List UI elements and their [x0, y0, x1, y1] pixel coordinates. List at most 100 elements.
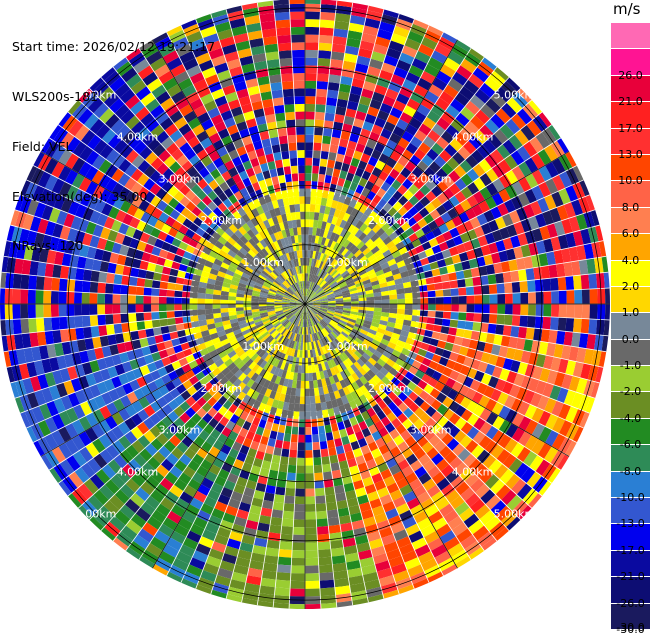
velocity-gate — [451, 296, 459, 304]
velocity-gate — [294, 512, 305, 520]
velocity-gate — [558, 317, 567, 331]
velocity-gate — [291, 434, 299, 442]
velocity-gate — [143, 304, 151, 312]
velocity-gate — [0, 288, 5, 304]
velocity-gate — [182, 304, 190, 310]
velocity-gate — [313, 143, 322, 151]
velocity-gate — [305, 104, 315, 112]
velocity-gate — [316, 81, 328, 90]
velocity-gate — [305, 342, 307, 350]
velocity-gate — [588, 319, 597, 335]
velocity-gate — [310, 204, 316, 212]
velocity-gate — [367, 300, 375, 304]
velocity-gate — [343, 304, 351, 306]
velocity-gate — [190, 310, 198, 316]
velocity-gate — [296, 473, 305, 481]
velocity-gate — [443, 311, 451, 319]
velocity-gate — [91, 270, 100, 282]
velocity-gate — [465, 321, 474, 331]
velocity-gate — [312, 434, 320, 442]
velocity-gate — [279, 136, 289, 145]
velocity-gate — [305, 604, 321, 609]
velocity-gate — [295, 489, 305, 497]
velocity-gate — [329, 67, 342, 76]
velocity-gate — [550, 317, 559, 331]
velocity-gate — [528, 292, 536, 304]
velocity-gate — [495, 273, 504, 284]
velocity-gate — [51, 291, 59, 304]
velocity-gate — [293, 81, 305, 89]
velocity-gate — [305, 565, 319, 573]
velocity-gate — [302, 250, 305, 258]
velocity-gate — [582, 289, 590, 304]
velocity-gate — [329, 532, 342, 541]
velocity-gate — [542, 316, 551, 329]
velocity-gate — [382, 300, 390, 304]
velocity-gate — [283, 503, 294, 512]
velocity-gate — [305, 535, 317, 543]
velocity-gate — [129, 276, 138, 286]
velocity-gate — [220, 304, 228, 308]
velocity-gate — [319, 27, 334, 36]
velocity-gate — [313, 465, 322, 473]
velocity-gate — [320, 580, 335, 589]
velocity-gate — [271, 509, 283, 518]
velocity-gate — [136, 286, 144, 295]
colorbar-tick-label: -4.0 — [611, 412, 650, 426]
velocity-gate — [490, 294, 498, 304]
velocity-gate — [326, 502, 338, 511]
velocity-gate — [536, 292, 544, 304]
velocity-gate — [290, 588, 305, 596]
range-label: 5.00km — [494, 507, 536, 520]
velocity-gate — [190, 292, 198, 298]
velocity-gate — [315, 104, 326, 112]
velocity-gate — [311, 173, 318, 181]
velocity-gate — [298, 427, 305, 435]
velocity-gate — [268, 532, 281, 541]
velocity-gate — [305, 27, 320, 35]
velocity-gate — [327, 90, 339, 99]
velocity-gate — [21, 274, 30, 289]
velocity-gate — [305, 519, 317, 527]
velocity-gate — [82, 292, 90, 304]
velocity-gate — [305, 412, 311, 420]
velocity-gate — [288, 457, 297, 465]
velocity-gate — [213, 304, 221, 309]
velocity-gate — [305, 419, 311, 427]
velocity-gate — [503, 271, 512, 283]
velocity-gate — [513, 304, 521, 315]
velocity-gate — [291, 35, 305, 43]
velocity-gate — [533, 267, 542, 280]
velocity-gate — [82, 315, 91, 327]
velocity-gate — [296, 127, 305, 135]
velocity-gate — [296, 219, 301, 227]
velocity-gate — [220, 308, 228, 313]
velocity-gate — [293, 527, 305, 535]
velocity-gate — [305, 142, 313, 150]
velocity-gate — [228, 300, 236, 304]
velocity-gate — [305, 65, 317, 73]
velocity-gate — [512, 281, 521, 293]
velocity-gate — [489, 284, 497, 294]
velocity-gate — [526, 268, 535, 281]
velocity-gate — [495, 324, 504, 335]
velocity-gate — [294, 504, 305, 512]
velocity-gate — [428, 304, 436, 311]
velocity-gate — [151, 296, 159, 304]
velocity-gate — [302, 350, 305, 358]
velocity-gate — [51, 317, 60, 331]
velocity-gate — [397, 294, 405, 300]
velocity-gate — [282, 89, 294, 98]
velocity-gate — [305, 373, 309, 381]
range-label: 5.00km — [494, 89, 536, 102]
velocity-gate — [12, 289, 20, 304]
velocity-gate — [0, 304, 5, 320]
velocity-gate — [269, 74, 282, 83]
velocity-gate — [305, 173, 312, 181]
velocity-gate — [465, 278, 474, 288]
velocity-gate — [488, 274, 497, 285]
velocity-gate — [305, 435, 312, 443]
velocity-gate — [300, 389, 305, 397]
velocity-gate — [21, 319, 30, 334]
velocity-gate — [205, 294, 213, 300]
